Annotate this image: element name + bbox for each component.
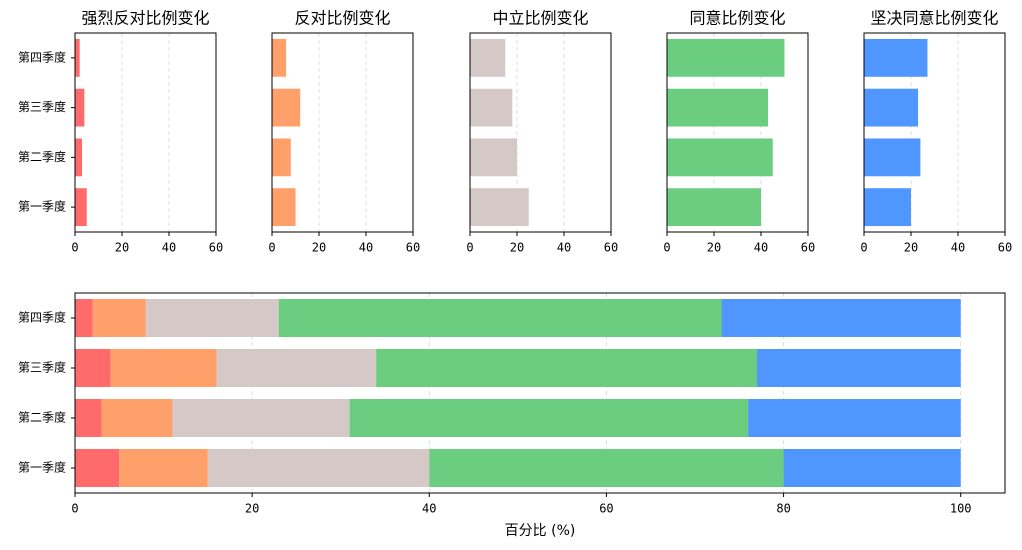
bar [667, 188, 761, 227]
bar [75, 88, 85, 127]
bar-segment [92, 299, 146, 337]
bar-segment [349, 399, 749, 437]
bar [667, 38, 785, 77]
axes-frame [469, 32, 612, 233]
x-tick-label: 60 [801, 241, 815, 255]
x-tick-label: 60 [599, 502, 613, 516]
bar [864, 88, 919, 127]
bar-segment [75, 349, 111, 387]
x-tick-label: 40 [951, 241, 965, 255]
x-tick-label: 60 [406, 241, 420, 255]
bar-segment [429, 449, 784, 487]
x-tick-label: 60 [998, 241, 1012, 255]
bar-segment [757, 349, 961, 387]
bar [272, 88, 301, 127]
x-tick-label: 40 [557, 241, 571, 255]
bar [470, 138, 517, 177]
y-tick-label: 第四季度 [18, 310, 66, 325]
x-tick-label: 0 [466, 241, 473, 255]
x-tick-label: 0 [71, 502, 78, 516]
bar-segment [376, 349, 757, 387]
axes-frame [271, 32, 414, 233]
x-tick-label: 60 [604, 241, 618, 255]
x-tick-label: 0 [71, 241, 78, 255]
bar-segment [172, 399, 350, 437]
y-tick-label: 第二季度 [18, 410, 66, 425]
x-tick-label: 20 [312, 241, 326, 255]
chart-title: 中立比例变化 [492, 9, 588, 28]
x-tick-label: 40 [754, 241, 768, 255]
bar-segment [119, 449, 208, 487]
axes-frame [863, 32, 1006, 233]
x-tick-label: 40 [422, 502, 436, 516]
bar [864, 38, 928, 77]
x-tick-label: 100 [950, 502, 972, 516]
chart-title: 同意比例变化 [689, 9, 785, 28]
axes-frame [74, 32, 217, 233]
x-tick-label: 60 [209, 241, 223, 255]
axes-frame [74, 292, 1006, 494]
y-tick-label: 第三季度 [18, 360, 66, 375]
x-tick-label: 0 [268, 241, 275, 255]
bar [667, 138, 773, 177]
bar [470, 88, 513, 127]
bar-segment [783, 449, 961, 487]
x-tick-label: 20 [245, 502, 259, 516]
bar [470, 38, 506, 77]
bar-segment [207, 449, 430, 487]
chart-title: 坚决同意比例变化 [870, 9, 998, 28]
y-tick-label: 第一季度 [18, 460, 66, 475]
chart-title: 强烈反对比例变化 [81, 9, 209, 28]
bar [864, 138, 921, 177]
bar-segment [75, 299, 93, 337]
bar [272, 188, 296, 227]
bar-segment [75, 399, 102, 437]
x-tick-label: 20 [510, 241, 524, 255]
bar [75, 138, 83, 177]
axes-frame [666, 32, 809, 233]
y-tick-label: 第一季度 [18, 199, 66, 214]
y-tick-label: 第四季度 [18, 49, 66, 64]
x-tick-label: 0 [663, 241, 670, 255]
bar [272, 38, 287, 77]
bar-segment [748, 399, 961, 437]
x-tick-label: 40 [162, 241, 176, 255]
x-tick-label: 20 [707, 241, 721, 255]
bar-segment [101, 399, 173, 437]
x-tick-label: 20 [115, 241, 129, 255]
chart-title: 反对比例变化 [294, 9, 390, 28]
bar [75, 188, 87, 227]
bar-segment [75, 449, 120, 487]
y-tick-label: 第二季度 [18, 149, 66, 164]
bar-segment [278, 299, 722, 337]
y-tick-label: 第三季度 [18, 99, 66, 114]
bar [667, 88, 769, 127]
x-axis-label: 百分比 (%) [505, 523, 576, 539]
bar-segment [721, 299, 961, 337]
bar [864, 188, 911, 227]
x-tick-label: 80 [776, 502, 790, 516]
bar [470, 188, 529, 227]
x-tick-label: 0 [860, 241, 867, 255]
bar-segment [110, 349, 217, 387]
bar [75, 38, 80, 77]
bar [272, 138, 291, 177]
x-tick-label: 20 [904, 241, 918, 255]
bar-segment [216, 349, 377, 387]
x-tick-label: 40 [359, 241, 373, 255]
bar-segment [145, 299, 279, 337]
